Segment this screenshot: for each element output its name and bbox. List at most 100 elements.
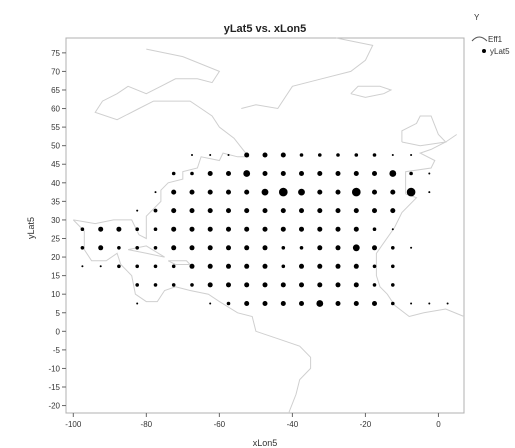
data-point bbox=[99, 265, 102, 268]
data-point bbox=[262, 282, 268, 288]
data-point bbox=[335, 226, 341, 232]
data-point bbox=[372, 189, 377, 195]
data-point bbox=[262, 263, 268, 269]
y-axis-label: yLat5 bbox=[26, 217, 36, 239]
data-point bbox=[153, 264, 158, 269]
coastline bbox=[128, 245, 165, 258]
data-point bbox=[446, 302, 449, 305]
y-tick-label: 15 bbox=[51, 272, 60, 281]
data-point bbox=[262, 152, 268, 158]
y-tick-label: 5 bbox=[56, 309, 61, 318]
data-point bbox=[372, 153, 377, 157]
data-point bbox=[226, 226, 231, 232]
data-point bbox=[335, 189, 341, 195]
data-point bbox=[80, 246, 85, 250]
data-point bbox=[317, 208, 323, 214]
data-point bbox=[189, 189, 195, 195]
data-point bbox=[226, 263, 231, 269]
data-point bbox=[372, 171, 377, 176]
data-point bbox=[153, 283, 158, 287]
data-point bbox=[391, 154, 394, 156]
data-point bbox=[280, 282, 286, 288]
x-tick-label: 0 bbox=[436, 420, 441, 429]
coastline bbox=[72, 219, 312, 414]
data-point bbox=[317, 226, 323, 232]
data-point bbox=[372, 283, 377, 287]
data-point bbox=[335, 263, 341, 269]
y-tick-label: 0 bbox=[56, 327, 61, 336]
data-point bbox=[117, 264, 121, 269]
data-point bbox=[298, 188, 305, 196]
y-tick-label: 35 bbox=[51, 197, 60, 206]
data-point bbox=[171, 171, 176, 176]
coastline bbox=[375, 193, 465, 318]
legend: Y Eff1 yLat5 bbox=[471, 13, 510, 56]
data-point bbox=[410, 154, 413, 156]
data-point bbox=[261, 188, 269, 196]
x-tick-label: -100 bbox=[65, 420, 82, 429]
x-tick-label: -20 bbox=[360, 420, 372, 429]
plot-frame bbox=[65, 37, 465, 414]
data-point bbox=[372, 264, 377, 269]
data-point bbox=[189, 226, 195, 232]
data-point bbox=[299, 208, 304, 214]
data-point bbox=[352, 187, 361, 197]
data-point bbox=[262, 208, 268, 214]
data-point bbox=[428, 172, 431, 175]
data-point bbox=[226, 208, 231, 214]
data-point bbox=[280, 208, 286, 214]
data-point bbox=[317, 282, 323, 288]
data-point bbox=[336, 153, 340, 157]
data-point bbox=[280, 301, 286, 306]
data-point bbox=[409, 171, 413, 176]
data-point bbox=[209, 302, 212, 305]
data-point bbox=[391, 246, 395, 250]
data-point bbox=[353, 208, 359, 214]
data-point bbox=[372, 227, 377, 231]
data-point bbox=[209, 154, 212, 156]
data-point bbox=[335, 301, 341, 306]
data-point bbox=[207, 189, 213, 195]
map-background bbox=[72, 37, 465, 414]
data-point bbox=[136, 302, 139, 305]
coastline bbox=[350, 85, 393, 98]
x-axis-label: xLon5 bbox=[253, 438, 278, 448]
data-point bbox=[281, 264, 286, 269]
y-tick-label: -15 bbox=[48, 383, 60, 392]
data-point bbox=[317, 189, 323, 195]
data-point bbox=[171, 245, 177, 251]
data-point bbox=[353, 226, 359, 232]
y-tick-label: 50 bbox=[51, 142, 60, 151]
y-tick-label: 25 bbox=[51, 234, 60, 243]
data-point bbox=[372, 301, 377, 306]
data-point bbox=[262, 226, 268, 232]
legend-entry-eff1: Eff1 bbox=[488, 35, 503, 44]
coastline bbox=[401, 115, 447, 147]
data-point bbox=[226, 171, 231, 176]
data-point bbox=[171, 264, 176, 269]
data-point bbox=[299, 263, 304, 269]
legend-entry-ylat5: yLat5 bbox=[490, 47, 510, 56]
data-point bbox=[354, 153, 359, 157]
data-point bbox=[317, 171, 323, 176]
data-point bbox=[299, 153, 304, 157]
data-point bbox=[391, 283, 395, 287]
data-point bbox=[389, 170, 397, 177]
data-point bbox=[299, 282, 304, 288]
legend-line-icon bbox=[471, 36, 488, 42]
x-tick-labels: -100 -80 -60 -40 -20 0 bbox=[65, 420, 441, 429]
data-point bbox=[135, 227, 139, 231]
data-point bbox=[154, 191, 157, 194]
data-point bbox=[317, 245, 323, 251]
data-point bbox=[207, 263, 213, 269]
data-point bbox=[372, 208, 377, 214]
y-tick-label: 30 bbox=[51, 216, 60, 225]
data-point bbox=[135, 283, 139, 287]
y-tick-label: 75 bbox=[51, 49, 60, 58]
y-tick-label: 10 bbox=[51, 290, 60, 299]
data-point bbox=[171, 283, 176, 287]
y-tick-label: 55 bbox=[51, 123, 60, 132]
data-point bbox=[207, 282, 213, 288]
data-point bbox=[80, 227, 85, 231]
y-tick-label: -10 bbox=[48, 364, 60, 373]
